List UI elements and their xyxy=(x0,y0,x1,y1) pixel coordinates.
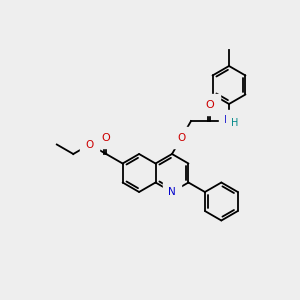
Text: N: N xyxy=(224,115,232,125)
Text: H: H xyxy=(231,118,239,128)
Text: O: O xyxy=(102,133,111,143)
Text: N: N xyxy=(168,187,176,197)
Text: O: O xyxy=(177,133,186,142)
Text: O: O xyxy=(206,100,214,110)
Text: O: O xyxy=(85,140,94,149)
